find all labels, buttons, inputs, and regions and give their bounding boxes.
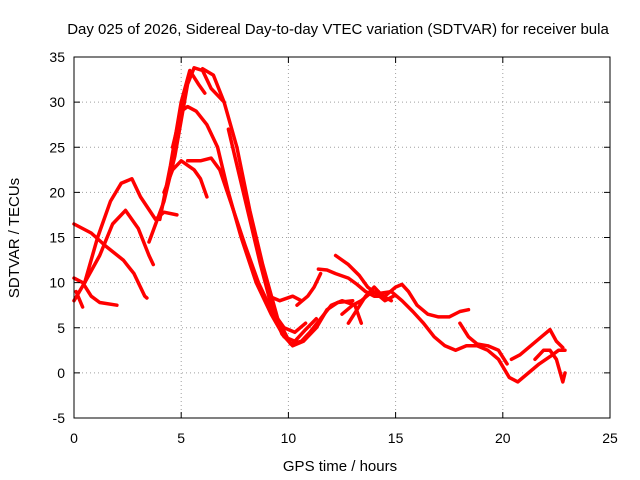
y-tick-label: -5 (53, 410, 66, 426)
series-line-arc-7 (158, 68, 207, 222)
series-line-arc-4 (74, 289, 85, 309)
y-tick-label: 5 (57, 320, 65, 336)
y-tick-label: 25 (49, 139, 65, 155)
series-line-arc-1 (72, 222, 149, 300)
series-line-arc-14 (295, 271, 323, 307)
series-line-arc-2 (72, 177, 179, 303)
series-line-arc-10 (185, 156, 308, 335)
y-tick-label: 15 (49, 230, 65, 246)
series-line-arc-3 (72, 276, 119, 307)
series-line-arc-5 (82, 208, 156, 285)
y-axis-label: SDTVAR / TECUs (6, 178, 23, 298)
chart-title: Day 025 of 2026, Sidereal Day-to-day VTE… (67, 21, 609, 38)
series-line-arc-15 (316, 267, 471, 319)
x-tick-label: 0 (70, 430, 78, 446)
y-tick-label: 30 (49, 94, 65, 110)
series-line-arc-12 (226, 127, 355, 348)
y-tick-label: 10 (49, 275, 65, 291)
x-tick-label: 25 (602, 430, 618, 446)
series-line-arc-19 (376, 289, 567, 384)
series-line-arc-13 (267, 294, 304, 303)
x-tick-label: 15 (388, 430, 404, 446)
series-line-arc-21 (509, 327, 565, 362)
y-tick-label: 20 (49, 184, 65, 200)
x-axis-label: GPS time / hours (283, 458, 397, 475)
series-line-arc-18 (346, 285, 394, 325)
x-tick-label: 5 (177, 430, 185, 446)
series-line-arc-9 (170, 104, 319, 344)
series-line-arc-20 (458, 321, 509, 366)
series-line-arc-8 (162, 159, 209, 199)
grid (74, 57, 610, 418)
x-tick-label: 20 (495, 430, 511, 446)
y-tick-label: 35 (49, 49, 65, 65)
x-tick-label: 10 (281, 430, 297, 446)
series-line-arc-16 (333, 253, 396, 303)
y-tick-label: 0 (57, 365, 65, 381)
series-line-arc-22 (533, 348, 567, 384)
series-group (72, 66, 567, 384)
